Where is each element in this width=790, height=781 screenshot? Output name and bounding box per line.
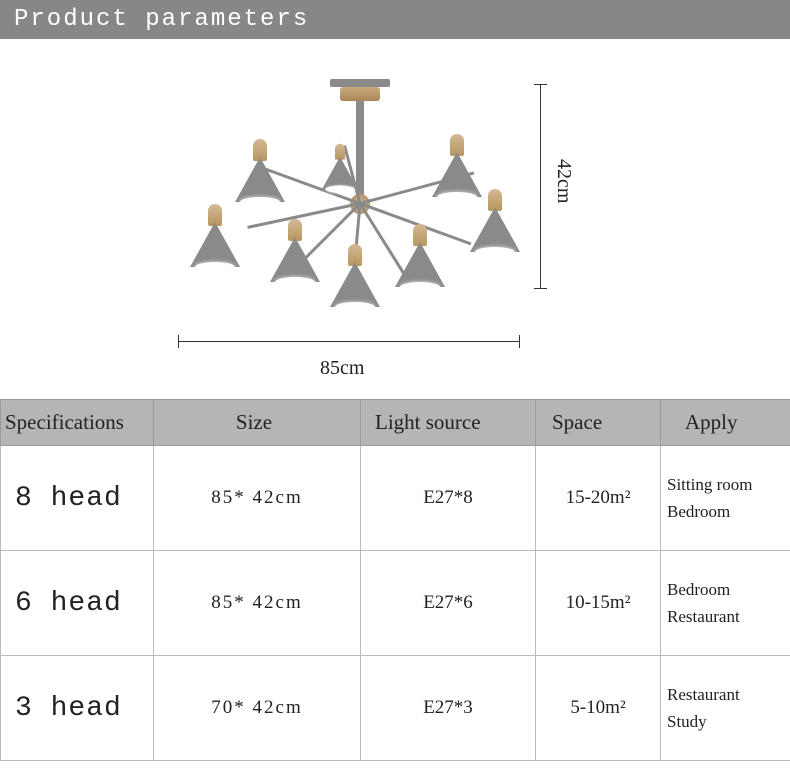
col-apply: Apply	[661, 400, 790, 446]
table-header-row: Specifications Size Light source Space A…	[1, 400, 790, 446]
cell-size: 70* 42cm	[154, 656, 361, 761]
cell-light: E27*3	[361, 656, 536, 761]
col-space: Space	[536, 400, 661, 446]
height-dimension-line	[540, 84, 541, 289]
col-light-source: Light source	[361, 400, 536, 446]
cell-spec: 3 head	[1, 656, 154, 761]
cell-spec: 8 head	[1, 446, 154, 551]
cell-apply: RestaurantStudy	[661, 656, 790, 761]
chandelier-icon	[180, 79, 520, 339]
cell-spec: 6 head	[1, 551, 154, 656]
table-row: 8 head 85* 42cm E27*8 15-20m² Sitting ro…	[1, 446, 790, 551]
table-row: 6 head 85* 42cm E27*6 10-15m² BedroomRes…	[1, 551, 790, 656]
product-illustration: 42cm 85cm	[0, 39, 790, 399]
cell-space: 10-15m²	[536, 551, 661, 656]
width-dimension-line	[178, 341, 520, 342]
col-specifications: Specifications	[1, 400, 154, 446]
cell-light: E27*8	[361, 446, 536, 551]
col-size: Size	[154, 400, 361, 446]
spec-table: Specifications Size Light source Space A…	[0, 399, 790, 761]
header-title: Product parameters	[14, 6, 309, 33]
cell-size: 85* 42cm	[154, 446, 361, 551]
height-label: 42cm	[552, 159, 575, 203]
width-label: 85cm	[320, 357, 364, 380]
cell-size: 85* 42cm	[154, 551, 361, 656]
table-row: 3 head 70* 42cm E27*3 5-10m² RestaurantS…	[1, 656, 790, 761]
header-bar: Product parameters	[0, 0, 790, 39]
cell-space: 15-20m²	[536, 446, 661, 551]
cell-apply: Sitting roomBedroom	[661, 446, 790, 551]
cell-light: E27*6	[361, 551, 536, 656]
cell-space: 5-10m²	[536, 656, 661, 761]
cell-apply: BedroomRestaurant	[661, 551, 790, 656]
